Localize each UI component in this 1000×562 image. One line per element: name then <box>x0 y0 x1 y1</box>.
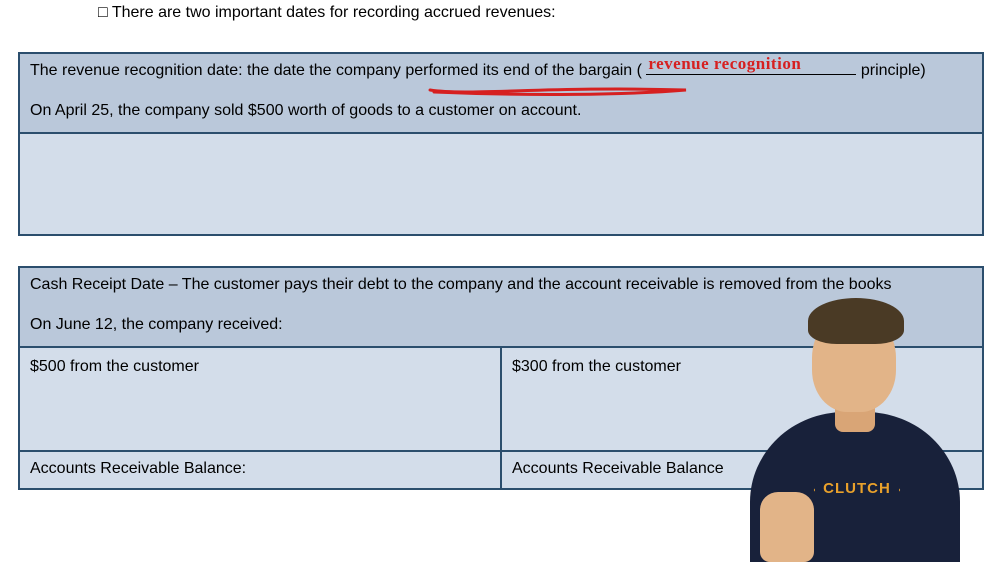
box1-line1-pre: The revenue recognition date: the date t… <box>30 62 646 79</box>
box2-col-left: $500 from the customer Accounts Receivab… <box>20 348 502 488</box>
red-underline-annotation <box>428 82 688 100</box>
bullet-symbol: □ <box>98 4 108 21</box>
box2-header-line1: Cash Receipt Date – The customer pays th… <box>30 276 972 294</box>
box2-left-amount: $500 from the customer <box>20 348 500 452</box>
box2-left-balance-label: Accounts Receivable Balance: <box>20 452 500 488</box>
box1-header: The revenue recognition date: the date t… <box>20 54 982 134</box>
logo-text: CLUTCH <box>812 480 902 497</box>
fill-blank: revenue recognition <box>646 74 856 75</box>
box1-line1: The revenue recognition date: the date t… <box>30 62 926 79</box>
presenter-arm <box>760 492 814 562</box>
handwritten-answer: revenue recognition <box>648 54 801 74</box>
box1-line1-post: principle) <box>856 62 925 79</box>
revenue-recognition-box: The revenue recognition date: the date t… <box>18 52 984 236</box>
presenter-hair <box>808 298 904 344</box>
box1-body <box>20 134 982 234</box>
box1-line2: On April 25, the company sold $500 worth… <box>30 102 972 120</box>
presenter-figure: CLUTCH <box>750 312 960 562</box>
bullet-text: There are two important dates for record… <box>112 4 556 21</box>
shirt-logo: CLUTCH <box>812 458 902 522</box>
bullet-line: □ There are two important dates for reco… <box>98 4 556 22</box>
